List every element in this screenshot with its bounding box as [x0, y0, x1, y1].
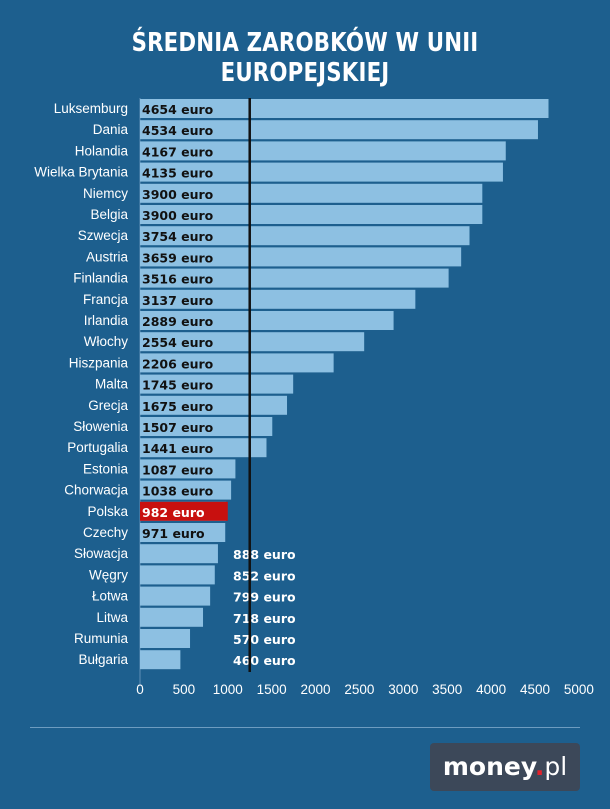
bar	[140, 268, 449, 288]
footer-divider	[30, 727, 580, 728]
value-label: 460 euro	[233, 653, 296, 668]
category-label: Portugalia	[67, 440, 128, 455]
category-label: Hiszpania	[69, 355, 129, 370]
category-label: Wielka Brytania	[34, 165, 128, 180]
category-label: Estonia	[83, 461, 129, 476]
value-label: 3900 euro	[142, 187, 214, 202]
x-tick-label: 2500	[344, 682, 374, 697]
bar	[140, 99, 549, 118]
value-label: 4534 euro	[142, 123, 214, 138]
value-label: 3900 euro	[142, 208, 214, 223]
bar	[140, 183, 483, 203]
category-label: Luksemburg	[54, 101, 128, 116]
bar	[140, 480, 232, 500]
category-label: Grecja	[88, 398, 128, 413]
category-label: Węgry	[89, 567, 128, 582]
bar	[140, 289, 416, 309]
x-tick-label: 3000	[388, 682, 418, 697]
x-tick-label: 1500	[257, 682, 287, 697]
money-pl-logo: money.pl	[430, 743, 580, 791]
value-label: 3754 euro	[142, 229, 214, 244]
value-label: 1507 euro	[142, 420, 214, 435]
bar	[140, 607, 204, 627]
bar	[140, 311, 394, 330]
category-label: Irlandia	[84, 313, 129, 328]
x-tick-label: 4000	[476, 682, 506, 697]
category-label: Rumunia	[74, 631, 129, 646]
category-label: Litwa	[96, 610, 128, 625]
category-label: Czechy	[83, 525, 128, 540]
category-label: Polska	[87, 504, 128, 519]
bar	[140, 523, 226, 542]
x-tick-label: 0	[136, 682, 144, 697]
value-label: 4654 euro	[142, 102, 214, 117]
bar	[140, 544, 218, 564]
category-label: Bułgaria	[78, 652, 128, 667]
value-label: 4167 euro	[142, 144, 214, 159]
value-label: 1087 euro	[142, 462, 214, 477]
value-label: 888 euro	[233, 547, 296, 562]
value-label: 1441 euro	[142, 441, 214, 456]
bar	[140, 438, 267, 458]
bar	[140, 374, 294, 394]
bar-chart: Luksemburg 4654 euro Dania 4534 euro Holandi…	[34, 98, 594, 697]
category-label: Belgia	[90, 207, 128, 222]
category-label: Słowacja	[74, 546, 129, 561]
bar	[140, 417, 273, 436]
value-label: 971 euro	[142, 526, 205, 541]
value-label: 852 euro	[233, 568, 296, 583]
value-label: 570 euro	[233, 632, 296, 647]
value-label: 2889 euro	[142, 314, 214, 329]
x-tick-label: 1000	[213, 682, 243, 697]
bar	[140, 586, 211, 606]
x-tick-label: 5000	[564, 682, 594, 697]
x-tick-label: 500	[173, 682, 196, 697]
bar	[140, 629, 191, 648]
bar	[140, 353, 334, 373]
value-label: 1745 euro	[142, 378, 214, 393]
category-label: Finlandia	[73, 271, 128, 286]
category-label: Malta	[95, 377, 129, 392]
value-label: 982 euro	[142, 505, 205, 520]
category-label: Słowenia	[73, 419, 128, 434]
value-label: 3516 euro	[142, 272, 214, 287]
category-label: Francja	[83, 292, 129, 307]
bar	[140, 459, 236, 479]
value-label: 4135 euro	[142, 166, 214, 181]
category-label: Szwecja	[78, 228, 129, 243]
bar	[140, 565, 215, 585]
value-label: 3137 euro	[142, 293, 214, 308]
category-label: Włochy	[84, 334, 129, 349]
value-label: 3659 euro	[142, 250, 214, 265]
bar	[140, 247, 462, 267]
value-label: 799 euro	[233, 590, 296, 605]
x-tick-label: 2000	[301, 682, 331, 697]
bar	[140, 120, 538, 140]
highlight-label-background	[140, 501, 228, 521]
value-label: 1038 euro	[142, 484, 214, 499]
category-label: Łotwa	[92, 589, 129, 604]
category-label: Dania	[93, 122, 129, 137]
x-tick-label: 4500	[520, 682, 550, 697]
bar	[140, 332, 365, 352]
bar	[140, 141, 506, 161]
x-tick-label: 3500	[432, 682, 462, 697]
value-label: 2206 euro	[142, 356, 214, 371]
bar	[140, 650, 181, 670]
category-label: Austria	[86, 249, 129, 264]
value-label: 718 euro	[233, 611, 296, 626]
category-label: Holandia	[75, 143, 129, 158]
category-label: Chorwacja	[64, 483, 128, 498]
bar	[140, 162, 503, 182]
category-label: Niemcy	[83, 186, 128, 201]
value-label: 2554 euro	[142, 335, 214, 350]
value-label: 1675 euro	[142, 399, 214, 414]
chart-title: ŚREDNIA ZAROBKÓW W UNII EUROPEJSKIEJ	[131, 28, 479, 88]
bar	[140, 226, 470, 246]
bar	[140, 205, 483, 224]
